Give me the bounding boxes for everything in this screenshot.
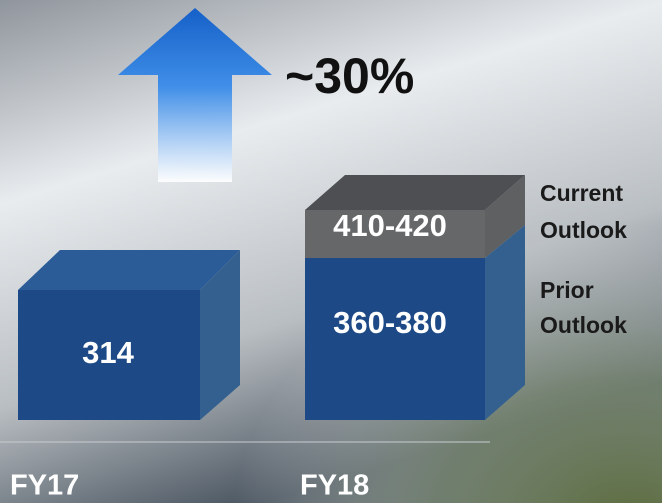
bar-fy18: 410-420 360-380 bbox=[305, 175, 525, 420]
bar-top bbox=[305, 175, 525, 210]
bar-fy17: 314 bbox=[18, 250, 240, 420]
bar-side-prior bbox=[485, 225, 525, 420]
bar-side-current bbox=[485, 175, 525, 258]
category-label: FY18 bbox=[300, 470, 369, 502]
legend-current: Outlook bbox=[540, 217, 627, 243]
bar-value: 314 bbox=[82, 335, 134, 370]
bar-side bbox=[200, 250, 240, 420]
prior-value: 360-380 bbox=[333, 305, 447, 340]
headline: ~30% bbox=[285, 48, 414, 104]
bar-front-current bbox=[305, 210, 485, 258]
bar-top bbox=[18, 250, 240, 290]
legend-prior: Prior bbox=[540, 277, 594, 303]
bar-front-prior bbox=[305, 258, 485, 420]
bar-front bbox=[18, 290, 200, 420]
legend-prior: Outlook bbox=[540, 312, 627, 338]
current-value: 410-420 bbox=[333, 208, 447, 243]
growth-arrow bbox=[118, 8, 272, 182]
legend-current: Current bbox=[540, 180, 623, 206]
category-label: FY17 bbox=[10, 470, 79, 502]
